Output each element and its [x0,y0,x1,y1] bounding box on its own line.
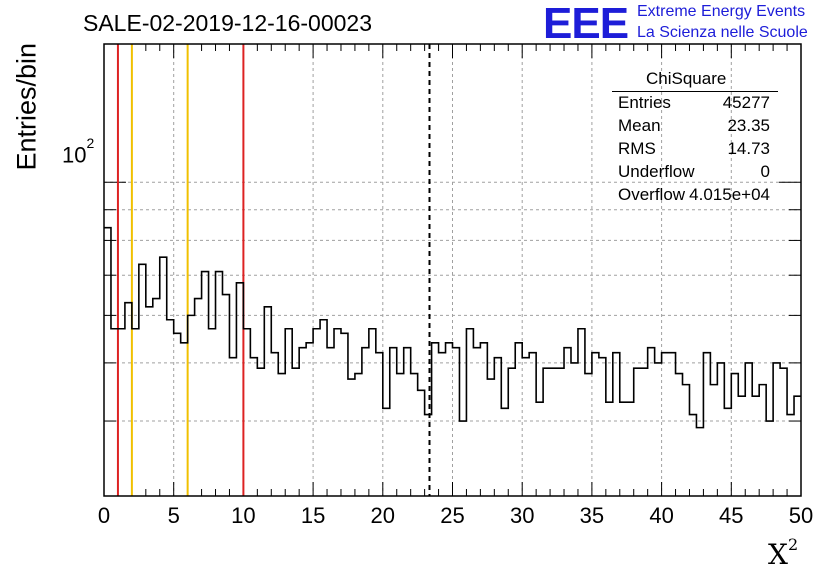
y-axis-label: Entries/bin [11,42,42,171]
x-tick-label: 10 [231,503,255,528]
x-tick-label: 50 [789,503,813,528]
x-tick-label: 25 [440,503,464,528]
logo-line-2: La Scienza nelle Scuole [637,24,808,41]
stats-row-entries: Entries 45277 [618,93,770,115]
stats-value: 45277 [722,93,770,112]
plot-frame [103,43,802,497]
stats-value: 0 [760,162,770,181]
y-tick-label: 102 [62,135,95,168]
chart-title: SALE-02-2019-12-16-00023 [83,10,372,36]
x-tick-label: 45 [719,503,743,528]
stats-value: 23.35 [727,116,770,135]
x-tick-label: 0 [98,503,110,528]
histogram-series [104,226,801,429]
x-tick-label: 20 [371,503,395,528]
x-tick-label: 15 [301,503,325,528]
x-tick-label: 5 [168,503,180,528]
grid-lines [104,44,801,496]
stats-box-title: ChiSquare [646,69,727,88]
logo-line-1: Extreme Energy Events [637,3,806,20]
stats-key: Mean [618,116,661,135]
stats-row-mean: Mean 23.35 [618,116,770,138]
stats-key: Overflow [618,185,686,204]
stats-row-underflow: Underflow 0 [618,162,770,184]
stats-key: Entries [618,93,671,112]
stats-value: 4.015e+04 [689,185,770,204]
x-tick-label: 40 [649,503,673,528]
stats-value: 14.73 [727,139,770,158]
x-tick-label: 30 [510,503,534,528]
x-tick-label: 35 [580,503,604,528]
stats-key: Underflow [618,162,695,181]
stats-row-rms: RMS 14.73 [618,139,770,161]
x-tick-labels: 0 5 10 15 20 25 30 35 40 45 50 [98,503,813,528]
stats-key: RMS [618,139,656,158]
x-axis-label: X2 [768,534,799,571]
eee-logo: EEE [543,0,629,48]
stats-divider [612,91,778,92]
stats-row-overflow: Overflow 4.015e+04 [618,185,770,207]
reference-lines [116,44,431,496]
